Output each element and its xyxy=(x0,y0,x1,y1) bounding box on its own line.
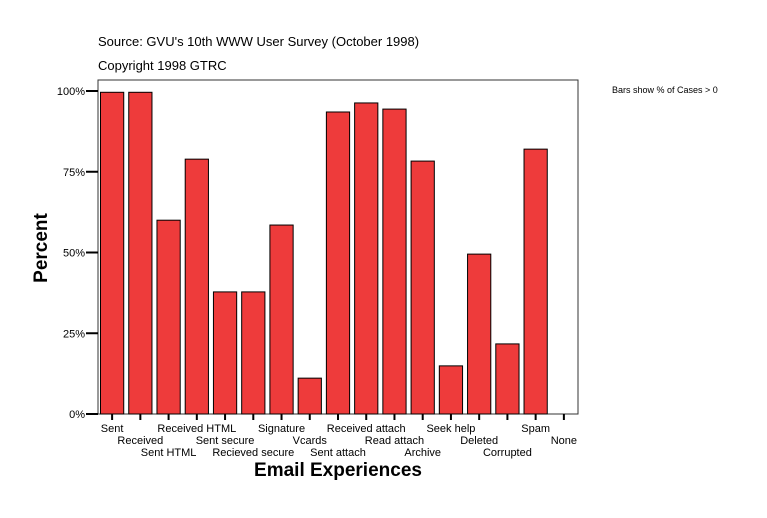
x-tick-label: Sent HTML xyxy=(141,447,197,459)
x-tick-label: Vcards xyxy=(293,435,328,447)
bar-sent xyxy=(100,91,125,415)
y-tick-label: 75% xyxy=(63,167,85,179)
y-tick-label: 100% xyxy=(57,86,85,98)
x-axis-label: Email Experiences xyxy=(254,460,422,481)
y-tick-label: 0% xyxy=(69,409,85,421)
bar-seek-help xyxy=(438,365,464,415)
y-axis-label: Percent xyxy=(31,212,52,282)
x-tick-label: Spam xyxy=(521,423,550,435)
x-tick-label: Recieved secure xyxy=(212,447,294,459)
annotation: Bars show % of Cases > 0 xyxy=(612,85,718,95)
x-tick-label: Signature xyxy=(258,423,305,435)
bar-received-html xyxy=(184,158,209,415)
x-tick-label: Received attach xyxy=(327,423,406,435)
bar-archive xyxy=(410,160,435,415)
bar-signature xyxy=(269,224,294,415)
bar-spam xyxy=(523,148,548,415)
x-tick-label: Sent attach xyxy=(310,447,366,459)
x-tick-label: Seek help xyxy=(426,423,475,435)
bar-deleted xyxy=(467,253,492,415)
bar-corrupted xyxy=(495,343,520,415)
x-tick-label: Received HTML xyxy=(157,423,236,435)
x-tick-label: None xyxy=(551,435,577,447)
source-text: Source: GVU's 10th WWW User Survey (Octo… xyxy=(98,34,420,49)
x-tick-label: Archive xyxy=(404,447,441,459)
bar-sent-secure xyxy=(212,291,238,415)
bar-received xyxy=(128,91,153,415)
x-tick-label: Read attach xyxy=(365,435,424,447)
bar-read-attach xyxy=(382,108,407,415)
bar-received-attach xyxy=(354,102,379,415)
bar-recieved-secure xyxy=(241,291,266,415)
bar-sent-html xyxy=(156,219,181,415)
x-tick-label: Received xyxy=(117,435,163,447)
x-tick-label: Sent secure xyxy=(196,435,255,447)
x-tick-label: Deleted xyxy=(460,435,498,447)
bar-vcards xyxy=(297,377,322,415)
x-tick-label: Corrupted xyxy=(483,447,532,459)
bar-sent-attach xyxy=(325,111,351,415)
copyright-text: Copyright 1998 GTRC xyxy=(98,58,227,73)
y-tick-label: 25% xyxy=(63,328,85,340)
y-tick-label: 50% xyxy=(63,248,85,260)
x-tick-label: Sent xyxy=(101,423,124,435)
